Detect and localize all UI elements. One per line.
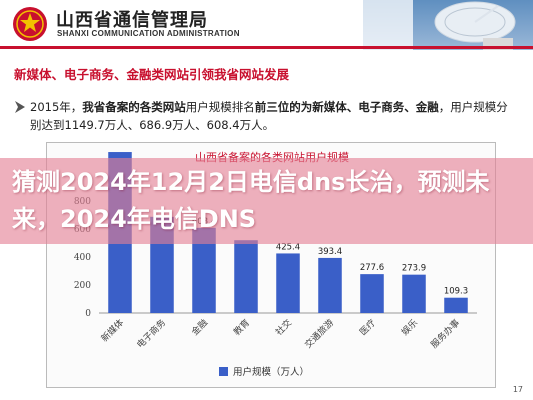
- emblem-icon: [13, 7, 47, 41]
- x-category-label: 服务办事: [428, 317, 462, 351]
- y-tick-label: 400: [74, 253, 91, 263]
- page-number: 17: [512, 385, 523, 394]
- bar: [318, 257, 342, 313]
- overlay-banner: [0, 158, 533, 244]
- x-category-label: 金融: [189, 317, 210, 338]
- y-tick-label: 0: [85, 309, 91, 319]
- data-label: 425.4: [276, 242, 300, 252]
- bullet-bold-1: 我省备案的各类网站: [82, 100, 186, 114]
- bar-chart: 山西省备案的各类网站用户规模0200400600800新媒体电子商务608.4金…: [74, 150, 477, 378]
- data-label: 393.4: [318, 247, 342, 257]
- org-name-en: SHANXI COMMUNICATION ADMINISTRATION: [57, 29, 240, 38]
- arrow-bullet-icon: [15, 101, 25, 113]
- bullet-text: 2015年，我省备案的各类网站用户规模排名前三位的为新媒体、电子商务、金融，用户…: [14, 98, 519, 134]
- bar: [402, 274, 426, 313]
- bullet-paragraph: 2015年，我省备案的各类网站用户规模排名前三位的为新媒体、电子商务、金融，用户…: [14, 98, 519, 134]
- bullet-year: 2015年，: [30, 100, 83, 114]
- org-name-cn: 山西省通信管理局: [56, 10, 208, 31]
- header-divider: [0, 46, 533, 49]
- x-category-label: 娱乐: [399, 317, 420, 338]
- bar: [276, 253, 300, 313]
- bullet-mid: 用户规模排名: [185, 100, 255, 114]
- bar: [234, 240, 258, 313]
- data-label: 109.3: [444, 287, 468, 297]
- bar: [192, 227, 216, 313]
- y-tick-label: 200: [74, 281, 91, 291]
- satellite-dish-image: [363, 0, 533, 50]
- x-category-label: 交通旅游: [302, 317, 336, 351]
- legend-label: 用户规模（万人）: [233, 366, 309, 378]
- bullet-tail: ，用户规模分别达到1149.7万人、686.9万人、608.4万人。: [30, 100, 508, 132]
- data-label: 277.6: [360, 263, 384, 273]
- x-category-label: 教育: [231, 317, 252, 338]
- bar: [360, 274, 384, 313]
- bullet-bold-2: 前三位的为新媒体、电子商务、金融: [254, 100, 439, 114]
- x-category-label: 新媒体: [99, 317, 127, 345]
- slide-subtitle: 新媒体、电子商务、金融类网站引领我省网站发展: [14, 67, 290, 82]
- x-category-label: 社交: [273, 317, 294, 338]
- overlay-text: 猜测2024年12月2日电信dns长治，预测未来，2024年电信DNS: [12, 168, 490, 233]
- legend-swatch: [219, 367, 228, 376]
- data-label: 273.9: [402, 264, 426, 274]
- bar: [444, 297, 468, 313]
- x-category-label: 电子商务: [134, 317, 168, 351]
- header: 山西省通信管理局 SHANXI COMMUNICATION ADMINISTRA…: [0, 0, 533, 50]
- x-category-label: 医疗: [357, 317, 378, 338]
